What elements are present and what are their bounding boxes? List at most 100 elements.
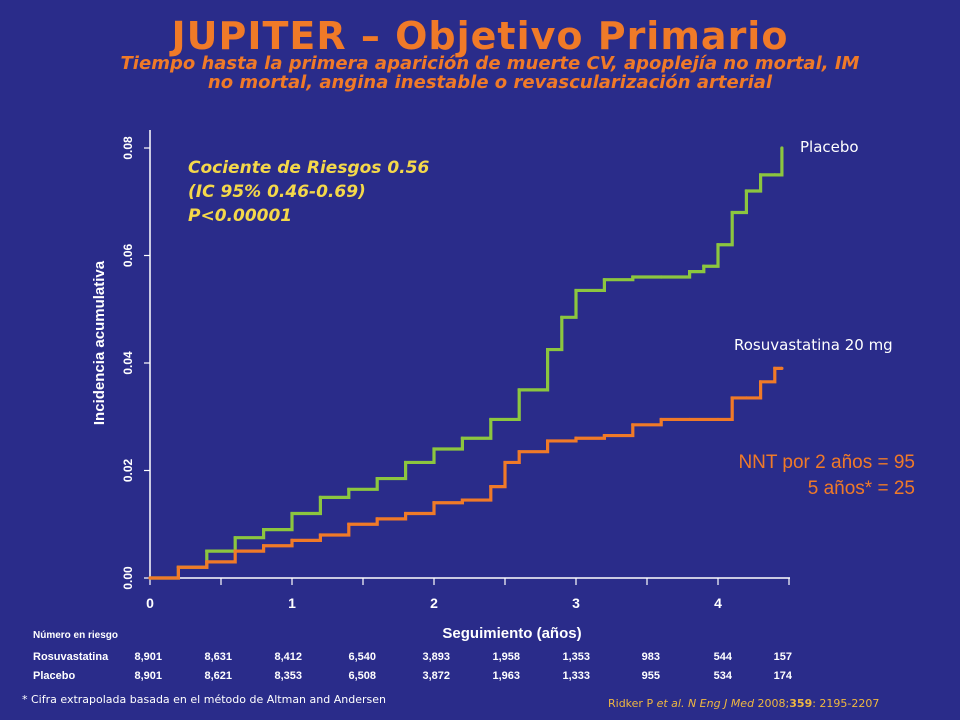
risk-cell: 3,872 [422,670,450,682]
risk-cell: 8,631 [204,651,232,663]
risk-cell: 6,508 [348,670,376,682]
chart-series [148,146,784,580]
rosuvastatina-line-point [602,433,607,438]
risk-cell: 8,353 [274,670,302,682]
subtitle-line-2: no mortal, angina inestable o revascular… [207,72,773,93]
nnt-annotation: NNT por 2 años = 95 5 años* = 25 [640,450,915,502]
placebo-line-point [631,275,635,279]
placebo-line-point [404,460,408,465]
placebo-line-point [560,315,564,319]
risk-cell: 1,353 [562,651,590,663]
x-tick-label: 0 [146,595,154,611]
rosuvastatina-line-point [347,522,351,526]
y-tick-label: 0.08 [121,136,135,160]
rosuvastatina-line-point [503,460,507,465]
risk-table-heading: Número en riesgo [33,630,119,641]
rosuvastatina-line-point [759,380,763,384]
hr-line-2: (IC 95% 0.46-0.69) [188,182,366,202]
y-tick-label: 0.04 [121,351,135,375]
placebo-series-label: Placebo [800,138,859,156]
citation-authors: Ridker P [608,697,657,710]
y-tick-label: 0.06 [121,243,135,267]
citation-year: 2008; [754,697,790,710]
placebo-line-point [205,549,209,553]
slide-subtitle: Tiempo hasta la primera aparición de mue… [40,54,940,92]
risk-cell: 3,893 [422,651,450,663]
hr-line-1: Cociente de Riesgos 0.56 [188,158,430,178]
placebo-line-point [318,495,322,499]
rosuvastatina-line-point [744,396,749,400]
chart-axes: 0 1 2 3 4 0.00 0.02 0.04 0.06 0.08 Seguimiento (añ… [91,130,790,642]
subtitle-line-1: Tiempo hasta la primera aparición de mue… [120,53,860,74]
risk-cell: 8,901 [134,670,162,682]
placebo-line-point [546,347,550,352]
risk-row-label: Rosuvastatina [33,651,109,663]
placebo-line-point [730,210,734,215]
risk-cell: 174 [773,670,792,682]
rosuvastatina-line-point [460,498,464,502]
x-tick-label: 3 [572,595,580,611]
placebo-line-point [375,476,379,481]
placebo-line-point [702,264,706,268]
risk-cell: 534 [713,670,732,682]
placebo-line-point [716,243,720,247]
rosuvastatina-line-point [318,533,322,537]
rosuvastatina-line-point [404,511,408,516]
rosuvastatina-line-point [290,538,294,542]
risk-cell: 6,540 [348,651,376,663]
risk-table-row: Placebo 8,901 8,621 8,353 6,508 3,872 1,963 1,3… [0,670,960,684]
y-tick-label: 0.00 [121,566,135,590]
rosuvastatina-line-point [688,417,692,422]
placebo-line-point [744,189,749,193]
risk-row-label: Placebo [33,670,76,682]
risk-cell: 544 [713,651,732,663]
x-tick-label: 4 [714,595,722,611]
placebo-line-point [688,270,692,274]
rosuvastatina-line-point [148,576,152,580]
placebo-line-point [262,528,266,532]
rosuvastatina-line-point [375,517,379,521]
rosuvastatina-line-point [780,366,784,370]
rosuvastatina-line-point [546,439,550,443]
footnote: * Cifra extrapolada basada en el método … [22,693,386,706]
risk-cell: 8,901 [134,651,162,663]
placebo-line-point [233,536,237,540]
y-axis-label: Incidencia acumulativa [91,260,108,425]
rosuvastatina-line-point [730,396,734,400]
rosuvastatina-line-point [517,450,521,454]
citation: Ridker P et al. N Eng J Med 2008;359: 21… [608,697,879,710]
x-axis-label: Seguimiento (años) [442,625,581,642]
citation-volume: 359 [789,697,813,710]
risk-table-row: Rosuvastatina 8,901 8,631 8,412 6,540 3,893 1,… [0,651,960,665]
placebo-line-point [780,146,784,150]
placebo-line-point [347,487,351,491]
risk-cell: 8,621 [204,670,232,682]
rosuvastatina-line-point [631,423,635,427]
placebo-line-point [759,173,763,177]
rosuvastatina-line-point [489,485,493,489]
rosuvastatina-line-point [659,417,663,422]
rosuvastatina-line-point [262,544,266,548]
rosuvastatina-line-point [716,417,720,422]
citation-etal: et al [656,697,681,710]
rosuvastatina-line-point [176,565,180,569]
risk-cell: 955 [641,670,660,682]
placebo-line-point [290,511,294,516]
nnt-line-1: NNT por 2 años = 95 [738,452,915,473]
risk-cell: 983 [641,651,660,663]
rosuvastatina-line-point [773,366,777,370]
nnt-line-2: 5 años* = 25 [807,478,915,499]
rosuvastatina-line-point [574,436,578,440]
placebo-line-point [574,288,578,293]
risk-cell: 1,958 [492,651,520,663]
risk-cell: 8,412 [274,651,302,663]
placebo-line-point [602,278,607,282]
rosuvastatina-line-point [233,549,237,553]
rosuvastatina-line-point [432,501,436,505]
placebo-line-point [489,417,493,422]
rosuvastatina-series-label: Rosuvastatina 20 mg [734,336,893,354]
risk-cell: 1,963 [492,670,520,682]
risk-cell: 1,333 [562,670,590,682]
x-tick-label: 2 [430,595,438,611]
